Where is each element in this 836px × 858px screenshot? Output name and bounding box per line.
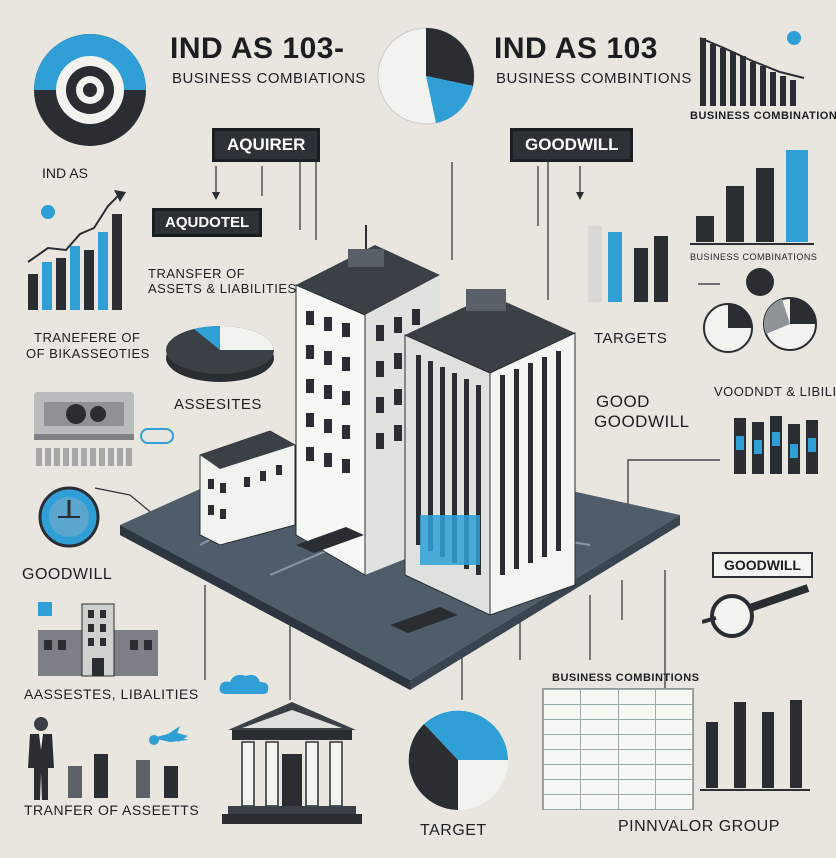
aquirer-tag: AQUIRER [212,128,321,162]
classical-bank-icon [222,702,362,824]
header-title-right: IND AS 103 [494,32,658,65]
tall-bars-icon [588,226,668,302]
header-title-left: IND AS 103- [170,32,345,65]
header-subtitle-right: BUSINESS COMBINTIONS [496,70,692,87]
buildings-platform [120,225,680,690]
pie-chart-icon [377,27,475,125]
bird-icon [152,726,188,742]
assesites-label: ASSESITES [174,396,262,413]
tranefer-label-line1: TRANEFERE OF [34,330,141,345]
clock-icon [38,486,100,548]
vault-image-icon [34,392,134,440]
data-table [542,689,694,810]
businessman-icon [28,717,54,800]
business-combi-small-label: BUSINESS COMBINATIONS [690,252,818,262]
bar-chart-icon [699,31,805,106]
target-bottom-label: TARGET [420,822,487,839]
footer-brand: PINNVALOR GROUP [618,818,780,835]
topright-caption: BUSINESS COMBINATIONS [690,110,836,122]
target-pie-icon [408,710,508,810]
tranefer-label-line2: OF BIKASSEOTIES [26,346,150,361]
goodwill-left-label: GOODWILL [22,566,113,583]
targets-right-label: TARGETS [594,330,668,347]
growth-chart-icon [27,190,126,310]
assesites-libalities-label: AASSESTES, LIBALITIES [24,686,199,702]
ind-as-label: IND AS [42,165,88,181]
cloud-icon [219,674,269,694]
voodndt-libilities-label: VOODNDT & LIBILITIES [714,384,836,399]
mini-bars-icon [68,732,188,798]
good-label: GOOD [596,392,650,411]
goodwill-top-tag: GOODWILL [510,128,634,162]
aqudotel-tag: AQUDOTEL [152,208,263,237]
transfer-of-assets-label: TRANFER OF ASSEETTS [24,802,200,818]
city-chart-icon [734,416,818,474]
transfer-assets-liabilities-label: TRANSFER OF ASSETS & LIABILITIES [148,266,297,296]
pie-duo-icon [703,268,817,353]
office-building-icon [38,602,158,677]
magnifier-icon [702,584,810,638]
business-combi-table-label: BUSINESS COMBINTIONS [552,672,700,684]
data-table-card [542,688,694,810]
goodwill-mid-label: GOODWILL [594,412,690,431]
placeholder-text-lines [36,448,132,466]
header-subtitle-left: BUSINESS COMBIATIONS [172,70,366,87]
target-icon [34,34,146,146]
mini-badge-icon [140,428,174,444]
right-bar-chart-icon [690,150,814,245]
bottom-right-bars-icon [700,700,810,791]
goodwill-right-tag: GOODWILL [712,552,813,578]
coin-stack-icon [166,326,274,382]
